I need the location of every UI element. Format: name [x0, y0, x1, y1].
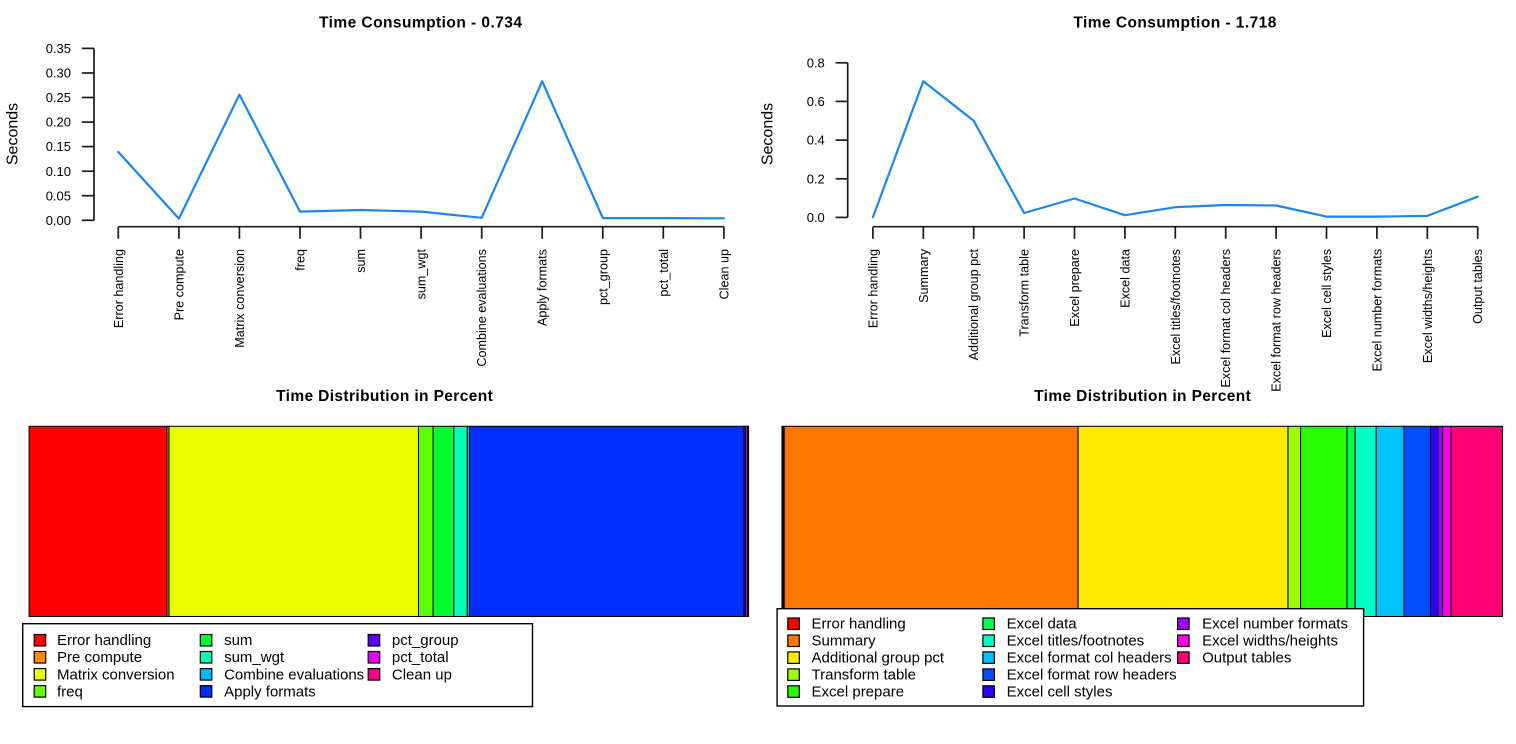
svg-text:Combine evaluations: Combine evaluations [475, 249, 489, 367]
svg-text:Excel prepare: Excel prepare [812, 684, 905, 701]
svg-text:Error handling: Error handling [812, 616, 906, 633]
svg-text:Excel data: Excel data [1007, 616, 1078, 633]
svg-text:pct_group: pct_group [392, 632, 459, 649]
svg-text:Apply formats: Apply formats [224, 683, 316, 700]
svg-text:Excel widths/heights: Excel widths/heights [1421, 249, 1435, 363]
svg-text:0.25: 0.25 [46, 90, 71, 105]
svg-text:Excel number formats: Excel number formats [1202, 616, 1348, 633]
svg-text:0.4: 0.4 [807, 133, 825, 148]
svg-text:0.00: 0.00 [46, 213, 71, 228]
svg-text:Excel titles/footnotes: Excel titles/footnotes [1169, 249, 1183, 365]
svg-text:Error handling: Error handling [112, 249, 126, 328]
svg-text:Transform table: Transform table [1018, 249, 1032, 337]
svg-text:Excel titles/footnotes: Excel titles/footnotes [1007, 633, 1145, 650]
svg-text:Excel format row headers: Excel format row headers [1270, 249, 1284, 392]
svg-text:pct_total: pct_total [392, 649, 449, 666]
svg-text:Seconds: Seconds [5, 103, 22, 165]
svg-text:Pre compute: Pre compute [57, 649, 142, 666]
svg-text:Apply formats: Apply formats [536, 249, 550, 326]
svg-text:Matrix conversion: Matrix conversion [57, 666, 175, 683]
svg-text:pct_group: pct_group [596, 249, 610, 305]
svg-text:freq: freq [294, 249, 308, 271]
svg-text:Excel format row headers: Excel format row headers [1007, 667, 1177, 684]
svg-text:Time Consumption - 1.718: Time Consumption - 1.718 [1073, 15, 1276, 32]
svg-text:0.0: 0.0 [807, 210, 825, 225]
svg-text:sum_wgt: sum_wgt [224, 649, 285, 666]
svg-text:0.15: 0.15 [46, 139, 71, 154]
svg-text:sum: sum [224, 632, 252, 649]
svg-text:Output tables: Output tables [1202, 650, 1291, 667]
svg-text:Excel widths/heights: Excel widths/heights [1202, 633, 1338, 650]
svg-text:Error handling: Error handling [57, 632, 151, 649]
svg-text:Matrix conversion: Matrix conversion [233, 249, 247, 348]
svg-text:Combine evaluations: Combine evaluations [224, 666, 364, 683]
svg-text:Seconds: Seconds [760, 103, 777, 165]
svg-text:Transform table: Transform table [812, 667, 916, 684]
svg-text:Time Distribution in Percent: Time Distribution in Percent [1034, 388, 1251, 405]
svg-text:freq: freq [57, 683, 83, 700]
svg-text:sum: sum [354, 249, 368, 273]
svg-text:Error handling: Error handling [866, 249, 880, 328]
svg-text:0.10: 0.10 [46, 164, 71, 179]
svg-text:Excel format col headers: Excel format col headers [1007, 650, 1172, 667]
svg-text:Additional group pct: Additional group pct [967, 249, 981, 361]
svg-text:0.8: 0.8 [807, 55, 825, 70]
svg-text:Excel number formats: Excel number formats [1370, 249, 1384, 371]
svg-text:Summary: Summary [812, 633, 877, 650]
svg-text:Clean up: Clean up [392, 666, 452, 683]
svg-text:Additional group pct: Additional group pct [812, 650, 945, 667]
svg-text:Clean up: Clean up [717, 249, 731, 299]
svg-text:Excel cell styles: Excel cell styles [1320, 249, 1334, 338]
svg-text:Summary: Summary [917, 248, 931, 303]
svg-text:Output tables: Output tables [1471, 249, 1485, 324]
svg-text:0.20: 0.20 [46, 115, 71, 130]
svg-text:0.35: 0.35 [46, 41, 71, 56]
svg-text:Excel prepare: Excel prepare [1068, 249, 1082, 327]
svg-text:Excel data: Excel data [1118, 249, 1132, 308]
svg-text:Pre compute: Pre compute [172, 249, 186, 320]
svg-text:0.2: 0.2 [807, 171, 825, 186]
svg-text:pct_total: pct_total [657, 249, 671, 297]
svg-text:0.05: 0.05 [46, 188, 71, 203]
svg-text:0.30: 0.30 [46, 66, 71, 81]
svg-text:sum_wgt: sum_wgt [415, 249, 429, 300]
svg-text:Excel format col headers: Excel format col headers [1219, 249, 1233, 388]
svg-text:0.6: 0.6 [807, 94, 825, 109]
svg-text:Time Distribution in Percent: Time Distribution in Percent [276, 388, 493, 405]
svg-text:Time Consumption - 0.734: Time Consumption - 0.734 [319, 15, 522, 32]
svg-text:Excel cell styles: Excel cell styles [1007, 684, 1113, 701]
